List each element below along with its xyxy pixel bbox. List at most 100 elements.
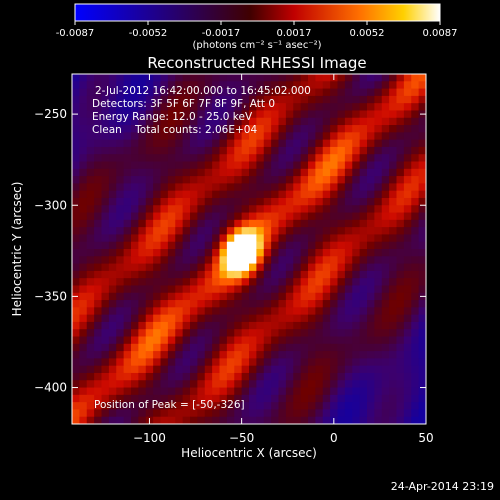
heatmap-cell xyxy=(300,168,309,177)
heatmap-cell xyxy=(278,249,287,257)
heatmap-cell xyxy=(403,270,412,279)
heatmap-cell xyxy=(293,117,302,126)
heatmap-cell xyxy=(418,132,426,141)
heatmap-cell xyxy=(418,190,426,199)
heatmap-cell xyxy=(204,351,213,359)
heatmap-cell xyxy=(249,139,257,148)
heatmap-cell xyxy=(352,176,361,184)
heatmap-cell xyxy=(190,168,198,177)
heatmap-cell xyxy=(403,329,412,337)
heatmap-cell xyxy=(145,365,154,374)
heatmap-cell xyxy=(241,168,250,177)
heatmap-cell xyxy=(204,343,213,352)
heatmap-cell xyxy=(79,205,88,214)
heatmap-cell xyxy=(367,234,375,243)
heatmap-cell xyxy=(226,139,235,148)
heatmap-cell xyxy=(337,300,346,308)
heatmap-cell xyxy=(79,336,88,345)
heatmap-cell xyxy=(212,409,221,418)
heatmap-cell xyxy=(249,81,257,90)
heatmap-cell xyxy=(145,358,154,367)
heatmap-cell xyxy=(278,351,287,359)
heatmap-cell xyxy=(263,285,272,294)
heatmap-cell xyxy=(153,394,162,403)
heatmap-cell xyxy=(167,110,176,119)
heatmap-cell xyxy=(86,139,95,148)
heatmap-cell xyxy=(337,314,346,323)
heatmap-cell xyxy=(352,307,361,316)
heatmap-cell xyxy=(234,176,243,184)
heatmap-cell xyxy=(219,314,228,323)
heatmap-cell xyxy=(212,146,221,155)
heatmap-cell xyxy=(160,74,169,82)
heatmap-cell xyxy=(219,416,228,424)
heatmap-cell xyxy=(212,74,221,82)
heatmap-cell xyxy=(138,372,147,381)
heatmap-cell xyxy=(359,270,368,279)
heatmap-cell xyxy=(160,88,169,97)
heatmap-cell xyxy=(131,168,139,177)
heatmap-cell xyxy=(263,227,272,235)
heatmap-cell xyxy=(418,74,426,82)
heatmap-cell xyxy=(263,292,272,301)
heatmap-cell xyxy=(123,110,132,119)
heatmap-cell xyxy=(308,300,316,308)
heatmap-cell xyxy=(182,402,191,410)
heatmap-cell xyxy=(190,402,198,410)
heatmap-cell xyxy=(300,125,309,133)
heatmap-cell xyxy=(226,241,235,250)
heatmap-cell xyxy=(190,219,198,228)
heatmap-cell xyxy=(116,183,125,192)
heatmap-cell xyxy=(190,300,198,308)
heatmap-cell xyxy=(241,329,250,337)
heatmap-cell xyxy=(374,88,383,97)
heatmap-cell xyxy=(344,161,353,170)
heatmap-cell xyxy=(190,161,198,170)
heatmap-cell xyxy=(381,161,390,170)
heatmap-cell xyxy=(94,278,103,286)
heatmap-cell xyxy=(86,219,95,228)
heatmap-cell xyxy=(234,351,243,359)
heatmap-cell xyxy=(167,139,176,148)
heatmap-cell xyxy=(167,103,176,111)
heatmap-cell xyxy=(381,183,390,192)
heatmap-cell xyxy=(145,380,154,389)
heatmap-cell xyxy=(389,292,398,301)
heatmap-cell xyxy=(300,307,309,316)
heatmap-cell xyxy=(263,146,272,155)
heatmap-cell xyxy=(190,139,198,148)
heatmap-cell xyxy=(367,125,375,133)
heatmap-cell xyxy=(418,300,426,308)
heatmap-cell xyxy=(72,81,80,90)
heatmap-cell xyxy=(175,125,184,133)
heatmap-cell xyxy=(175,372,184,381)
heatmap-cell xyxy=(403,300,412,308)
heatmap-cell xyxy=(86,125,95,133)
heatmap-cell xyxy=(352,256,361,265)
heatmap-cell xyxy=(352,351,361,359)
heatmap-cell xyxy=(308,176,316,184)
heatmap-cell xyxy=(219,110,228,119)
heatmap-cell xyxy=(396,300,405,308)
heatmap-cell xyxy=(72,387,80,396)
heatmap-cell xyxy=(241,270,250,279)
heatmap-cell xyxy=(123,351,132,359)
heatmap-cell xyxy=(300,409,309,418)
heatmap-cell xyxy=(167,132,176,141)
heatmap-cell xyxy=(182,387,191,396)
heatmap-cell xyxy=(337,168,346,177)
heatmap-cell xyxy=(330,249,339,257)
heatmap-cell xyxy=(212,321,221,330)
heatmap-cell xyxy=(300,270,309,279)
heatmap-cell xyxy=(138,300,147,308)
heatmap-cell xyxy=(285,358,294,367)
heatmap-cell xyxy=(79,292,88,301)
heatmap-cell xyxy=(278,270,287,279)
heatmap-cell xyxy=(315,263,324,272)
heatmap-cell xyxy=(315,132,324,141)
heatmap-cell xyxy=(86,176,95,184)
heatmap-cell xyxy=(322,234,331,243)
heatmap-cell xyxy=(322,358,331,367)
heatmap-cell xyxy=(249,168,257,177)
heatmap-cell xyxy=(197,219,206,228)
